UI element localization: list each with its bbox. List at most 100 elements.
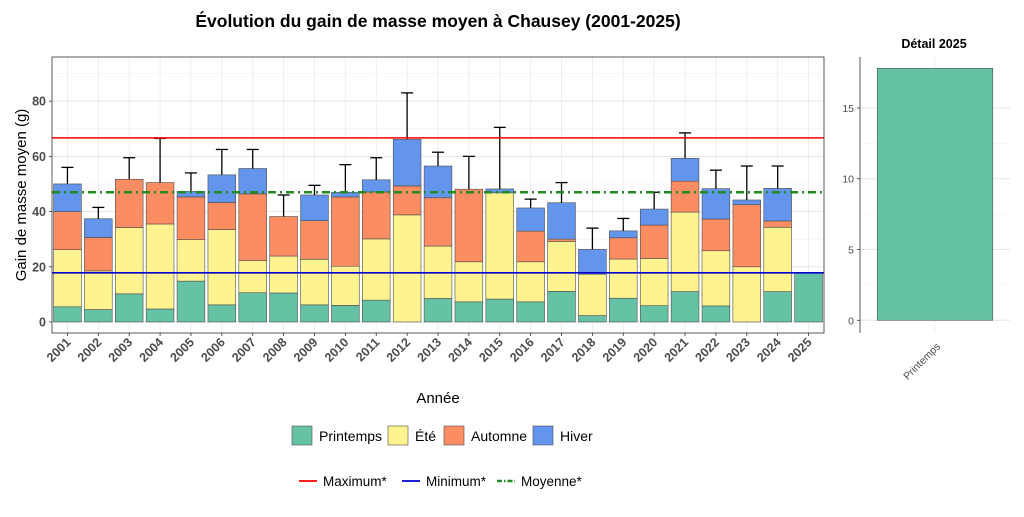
bar-segment [454,301,484,323]
detail-x-tick-label: Printemps [901,341,943,383]
legend-swatch [443,425,465,446]
detail-y-tick-label: 5 [848,244,854,256]
bar-segment [207,304,237,323]
legend-swatch [291,425,313,446]
y-axis-label: Gain de masse moyen (g) [13,109,30,282]
x-tick-label: 2005 [168,335,198,365]
bar-segment [516,207,545,232]
bar-segment [53,183,82,212]
bar-segment [670,157,700,182]
bar-segment [670,291,700,323]
x-tick-label: 2012 [384,335,414,365]
bar-segment [701,218,731,252]
bar-segment [300,194,329,221]
detail-bar [876,68,994,321]
bar-segment [547,291,576,323]
legend-label: Hiver [560,428,593,444]
bar-segment [578,315,607,323]
x-tick-label: 2004 [137,335,167,365]
bar-segment [670,180,700,213]
bar-segment [485,298,514,323]
bar-segment [578,273,607,316]
line-legend-item-3: Moyenne* [497,474,583,489]
legend-item-4: Hiver [532,425,593,446]
bar-segment [238,292,267,323]
line-legend-item-1: Maximum* [299,474,388,489]
bar-segment [84,270,113,310]
bar-segment [238,260,267,294]
bar-segment [362,299,391,323]
bar-segment [701,305,731,323]
x-tick-label: 2006 [198,335,228,365]
legend-line-label: Minimum* [426,474,487,489]
x-tick-label: 2015 [476,335,506,365]
bar-segment [176,280,206,323]
legend-item-3: Automne [443,425,527,446]
legend-line-label: Moyenne* [521,474,583,489]
bar-segment [331,305,360,323]
bar-segment [300,259,329,306]
bar-segment [300,304,329,323]
bar-segment [269,216,298,257]
y-tick-label: 20 [32,260,46,274]
detail-y-tick-label: 10 [842,174,854,186]
bar-segment [269,255,298,294]
bar-segment [115,178,144,228]
legend-label: Printemps [319,428,382,444]
bar-segment [423,298,453,323]
bar-segment [547,202,576,240]
season-legend: Printemps Été Automne Hiver [291,425,593,446]
bar-segment [763,220,792,228]
x-tick-label: 2024 [754,335,784,365]
detail-y-tick-label: 0 [848,315,854,327]
error-bar [92,206,105,219]
bar-segment [238,193,267,261]
bar-segment [609,297,638,323]
bar-segment [392,214,422,323]
bar-segment [639,224,669,259]
x-tick-label: 2009 [291,335,321,365]
error-bar [184,172,197,192]
bar-segment [176,239,206,282]
bar-segment [269,292,298,323]
bar-segment [238,168,267,195]
bar-segment [53,249,82,308]
legend-line-label: Maximum* [323,474,388,489]
bar-segment [423,197,453,247]
error-bar [709,169,722,189]
bar-segment [516,301,545,323]
error-bar [277,194,290,217]
x-tick-label: 2019 [600,335,630,365]
legend-item-1: Printemps [291,425,382,446]
bar-segment [609,237,638,260]
bar-segment [732,199,761,205]
bar-segment [609,230,638,239]
bar-segment [53,211,82,250]
bar-segment [115,227,144,295]
error-bar [771,165,784,189]
bar-segment [701,250,731,307]
bar-segment [547,241,576,292]
bar-segment [145,182,175,225]
bar-segment [145,308,175,323]
error-bar [401,92,414,140]
error-bar [462,155,475,190]
main-bars [53,138,823,323]
bar-segment [639,305,669,323]
bar-segment [84,237,113,272]
bar-segment [207,202,237,230]
bar-segment [362,179,391,193]
error-bar [339,163,352,193]
line-legend: Maximum* Minimum* Moyenne* [299,474,583,489]
error-bar [370,157,383,180]
error-bar [524,198,537,208]
error-bar [308,184,321,195]
bar-segment [362,238,391,301]
x-tick-label: 2016 [507,335,537,365]
bar-segment [639,208,669,226]
x-tick-label: 2020 [631,335,661,365]
x-tick-label: 2018 [569,335,599,365]
bar-segment [485,192,514,300]
bar-segment [331,196,360,267]
